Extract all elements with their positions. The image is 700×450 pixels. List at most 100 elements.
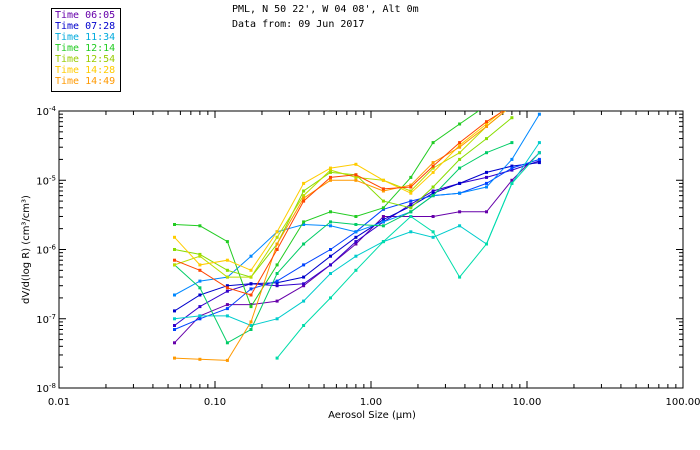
x-tick-label: 1.00 [360,397,382,408]
legend: Time 06:05 Time 07:28 Time 11:34 Time 12… [51,8,121,92]
data-point [510,116,514,120]
data-point [510,157,514,161]
series-line [174,142,540,327]
data-point [431,189,435,193]
data-point [198,224,202,228]
data-point [225,275,229,279]
data-point [329,272,332,275]
data-point [173,258,176,262]
data-point [225,268,229,272]
legend-item: Time 14:28 [55,65,116,76]
data-point [249,275,253,279]
data-point [458,210,462,214]
data-point [198,254,202,258]
data-point [225,307,229,311]
data-point [302,196,306,200]
data-point [381,189,385,193]
series [173,111,507,279]
data-point [225,240,229,244]
data-point [329,254,332,258]
data-point [249,324,253,327]
data-point [329,210,332,214]
data-point [302,189,306,193]
data-point [249,303,253,307]
data-point [485,175,488,179]
data-point [302,263,306,267]
data-point [329,166,332,170]
data-point [329,263,332,267]
data-point [275,284,279,288]
series [173,104,513,362]
data-point [302,199,306,203]
x-tick-label: 0.10 [204,397,226,408]
data-point [431,235,435,239]
data-point [510,104,513,107]
data-point [173,223,176,226]
data-point [302,284,306,288]
data-point [431,164,435,168]
data-point [302,220,306,224]
y-tick-label: 10-8 [36,382,56,395]
data-point [354,240,358,244]
data-point [275,299,279,303]
data-point [409,183,413,187]
data-point [329,220,332,224]
x-tick-label: 100.00 [666,397,700,408]
data-point [381,224,385,228]
data-point [537,151,541,155]
legend-item: Time 11:34 [55,32,116,43]
data-point [354,230,358,234]
legend-item: Time 12:54 [55,54,116,65]
series [173,104,513,297]
data-point [329,248,332,251]
data-point [510,104,513,107]
series [173,141,541,327]
data-point [275,242,279,246]
y-tick-label: 10-6 [36,244,56,257]
data-point [458,145,462,149]
data-point [510,168,514,172]
data-point [485,181,488,185]
data-point [458,191,462,195]
data-point [381,215,385,218]
data-point [409,215,413,218]
data-point [354,235,358,239]
data-point [485,122,488,126]
data-point [485,120,488,124]
data-point [458,181,462,185]
data-point [225,284,229,288]
data-point [485,185,488,189]
data-point [329,224,332,228]
data-point [173,263,176,267]
series [173,111,480,309]
series [275,151,541,360]
data-point [329,168,332,172]
data-point [431,170,435,174]
x-tick-label: 10.00 [513,397,542,408]
data-point [302,275,306,279]
data-point [458,157,462,161]
data-point [225,341,229,345]
legend-item: Time 07:28 [55,21,116,32]
data-point [485,137,488,141]
data-point [198,286,202,290]
data-point [275,279,279,283]
data-point [431,191,435,195]
data-point [173,356,176,360]
data-point [249,320,253,324]
data-point [485,124,488,128]
data-point [381,220,385,224]
data-point [510,178,514,182]
y-tick-label: 10-4 [36,105,56,118]
data-point [537,157,541,161]
data-point [302,194,306,198]
data-point [198,357,202,361]
data-point [409,206,413,210]
data-point [249,287,253,291]
data-point [354,178,358,182]
data-point [275,272,279,275]
data-point [510,166,514,170]
data-point [354,175,358,179]
data-point [409,189,413,193]
